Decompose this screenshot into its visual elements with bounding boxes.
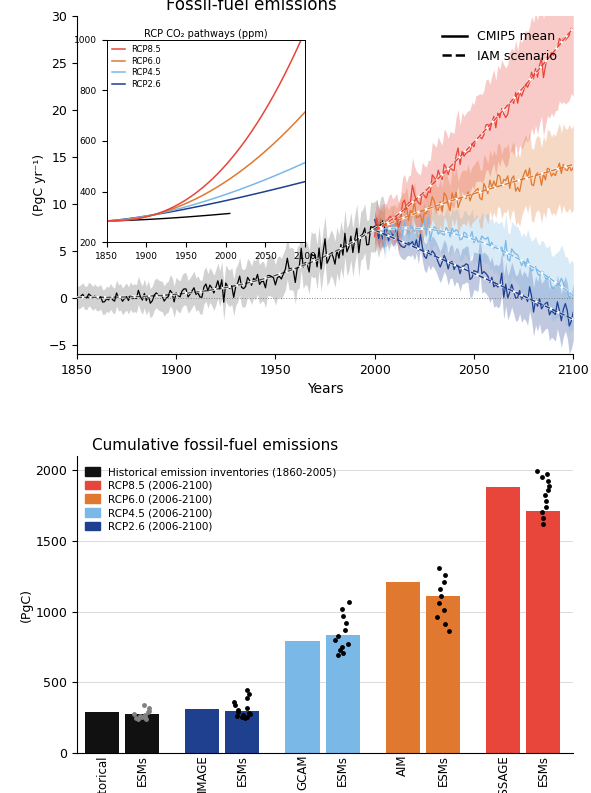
Bar: [526, 511, 560, 753]
Bar: [486, 487, 520, 753]
Bar: [185, 710, 219, 753]
Bar: [125, 714, 159, 753]
Bar: [326, 635, 360, 753]
Bar: [85, 711, 119, 753]
Bar: [225, 711, 259, 753]
Y-axis label: (PgC): (PgC): [20, 588, 33, 622]
Text: Cumulative fossil-fuel emissions: Cumulative fossil-fuel emissions: [92, 439, 338, 454]
Y-axis label: (PgC yr⁻¹): (PgC yr⁻¹): [33, 154, 46, 216]
Text: Fossil-fuel emissions: Fossil-fuel emissions: [166, 0, 337, 14]
Legend: Historical emission inventories (1860-2005), RCP8.5 (2006-2100), RCP6.0 (2006-21: Historical emission inventories (1860-20…: [82, 464, 340, 534]
Legend: CMIP5 mean, IAM scenario: CMIP5 mean, IAM scenario: [437, 25, 562, 67]
Bar: [285, 642, 320, 753]
Bar: [426, 596, 460, 753]
X-axis label: Years: Years: [307, 382, 343, 396]
Bar: [386, 582, 420, 753]
